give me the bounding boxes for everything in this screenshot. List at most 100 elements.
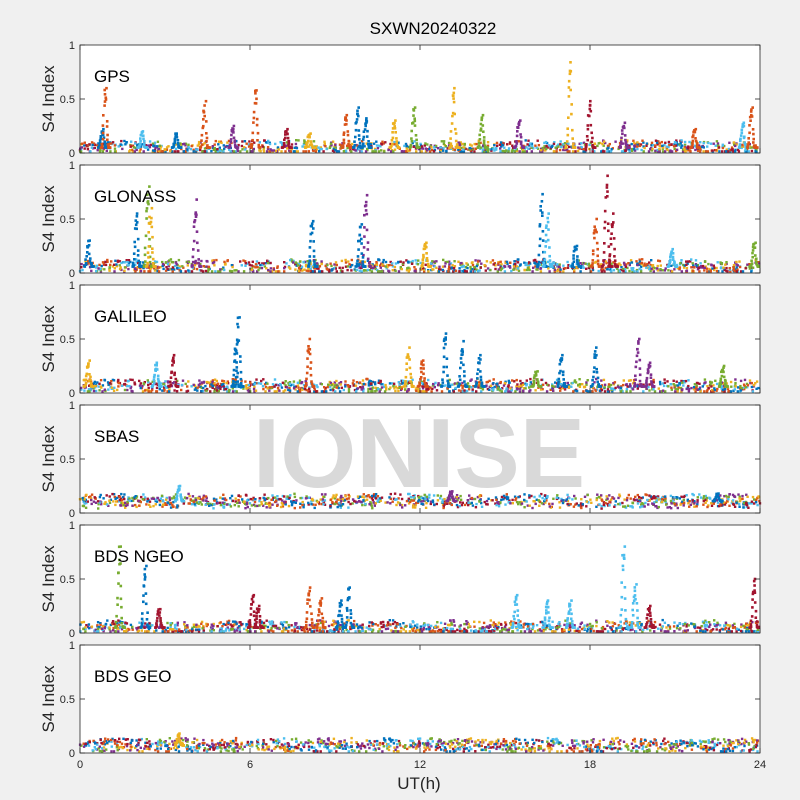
spike-point (477, 357, 481, 360)
spike-point (87, 362, 90, 365)
spike-point (85, 372, 89, 376)
data-point (225, 381, 228, 385)
spike-point (532, 379, 536, 383)
data-point (344, 150, 348, 153)
data-point (715, 266, 718, 270)
spike-point (105, 125, 109, 128)
spike-point (239, 355, 242, 358)
data-point (426, 143, 429, 146)
data-point (696, 388, 699, 391)
data-point (666, 263, 669, 267)
data-point (350, 150, 353, 153)
spike-point (202, 110, 206, 114)
data-point (461, 390, 464, 393)
data-point (439, 268, 442, 271)
spike-point (567, 86, 571, 89)
data-point (131, 378, 134, 382)
data-point (667, 142, 671, 145)
data-point (379, 388, 382, 391)
spike-point (746, 145, 749, 148)
data-point (493, 385, 496, 389)
data-point (234, 150, 237, 153)
spike-point (636, 347, 639, 351)
data-point (437, 147, 440, 150)
data-point (556, 269, 559, 273)
data-point (749, 381, 752, 385)
data-point (284, 389, 287, 392)
data-point (699, 262, 702, 265)
spike-point (586, 127, 590, 131)
spike-point (595, 241, 599, 245)
data-point (650, 267, 653, 270)
data-point (318, 270, 321, 273)
spike-point (564, 146, 568, 149)
data-point (406, 145, 410, 149)
data-point (401, 382, 404, 385)
spike-point (194, 215, 198, 218)
data-point (112, 389, 116, 392)
spike-point (574, 245, 577, 249)
data-point (328, 270, 331, 273)
spike-point (444, 342, 447, 346)
spike-point (690, 145, 693, 148)
spike-point (147, 245, 151, 248)
data-point (157, 149, 161, 152)
data-point (81, 142, 84, 145)
spike-point (441, 381, 445, 384)
data-point (525, 379, 528, 382)
data-point (180, 383, 184, 387)
spike-point (418, 383, 421, 387)
spike-point (233, 143, 237, 147)
data-point (341, 142, 344, 145)
data-point (247, 383, 250, 387)
spike-point (602, 259, 605, 262)
data-point (311, 270, 315, 273)
spike-point (603, 209, 607, 213)
spike-point (609, 237, 613, 240)
data-point (655, 267, 659, 270)
data-point (424, 142, 427, 145)
spike-point (576, 262, 580, 266)
data-point (276, 265, 279, 268)
spike-point (356, 255, 360, 258)
data-point (460, 389, 463, 392)
data-point (587, 262, 591, 265)
data-point (86, 390, 90, 393)
spike-point (390, 144, 393, 148)
data-point (564, 148, 567, 152)
data-point (115, 263, 118, 266)
data-point (341, 266, 344, 270)
data-point (83, 389, 86, 392)
data-point (567, 150, 570, 153)
spike-point (738, 144, 742, 148)
spike-point (103, 93, 107, 96)
spike-point (516, 130, 519, 133)
data-point (480, 262, 483, 265)
spike-point (423, 382, 427, 385)
data-point (552, 385, 556, 388)
data-point (656, 264, 659, 268)
spike-point (228, 145, 232, 148)
spike-point (482, 141, 486, 145)
spike-point (645, 383, 649, 387)
data-point (408, 267, 411, 270)
data-point (167, 264, 170, 268)
data-point (123, 266, 127, 269)
data-point (163, 384, 167, 388)
spike-point (148, 260, 152, 264)
data-point (207, 265, 211, 269)
data-point (213, 388, 217, 391)
data-point (754, 382, 757, 385)
data-point (180, 388, 183, 392)
data-point (488, 379, 491, 383)
data-point (602, 501, 606, 504)
data-point (195, 267, 199, 271)
spike-point (84, 263, 88, 266)
spike-point (235, 352, 239, 355)
spike-point (355, 262, 359, 265)
data-point (294, 142, 298, 146)
data-point (447, 267, 450, 271)
data-point (628, 263, 631, 267)
data-point (687, 147, 690, 150)
spike-point (342, 138, 346, 142)
